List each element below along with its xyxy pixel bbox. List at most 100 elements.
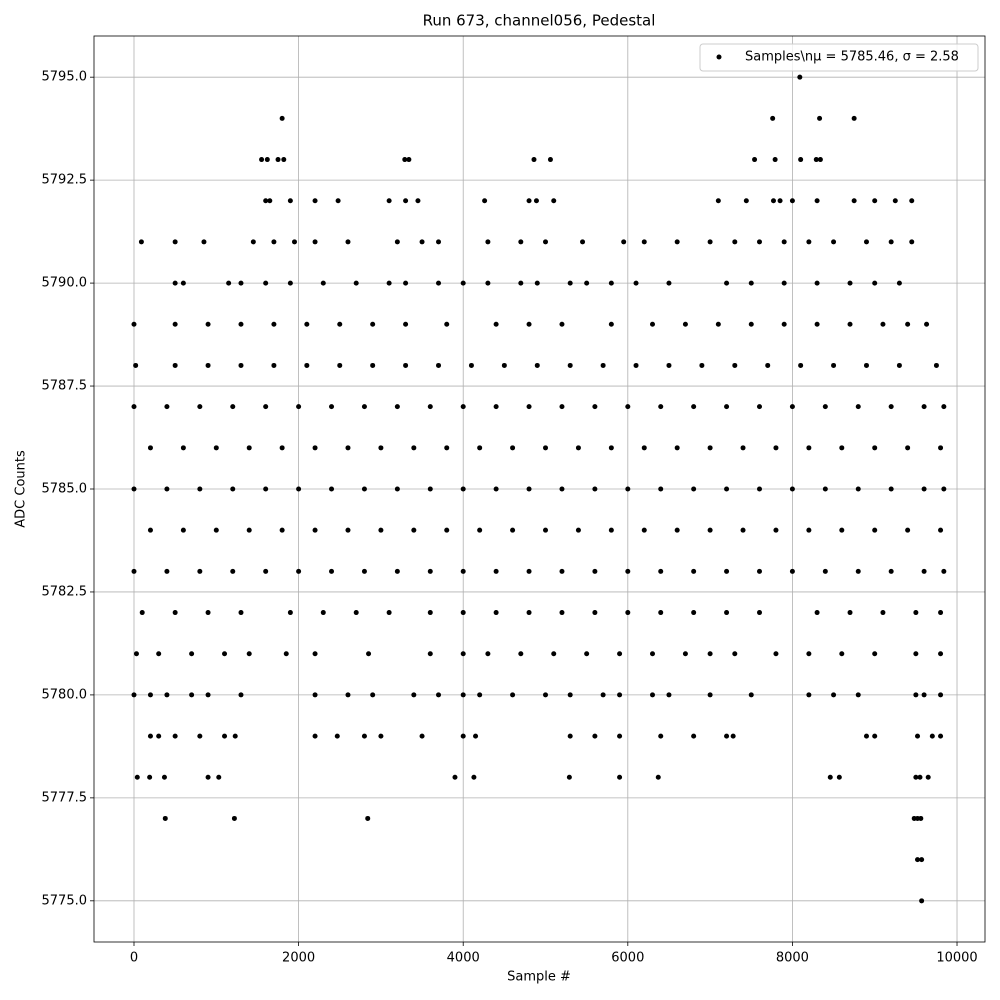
data-point	[312, 692, 318, 698]
data-point	[748, 321, 754, 327]
data-point	[781, 280, 787, 286]
data-point	[650, 692, 656, 698]
data-point	[913, 774, 919, 780]
data-point	[201, 239, 207, 245]
data-point	[378, 527, 384, 533]
data-point	[156, 651, 162, 657]
data-point	[131, 568, 137, 574]
data-point	[361, 568, 367, 574]
data-point	[230, 568, 236, 574]
data-point	[436, 280, 442, 286]
data-point	[493, 404, 499, 410]
x-axis-label: Sample #	[507, 970, 571, 985]
data-point	[133, 651, 139, 657]
data-point	[822, 404, 828, 410]
data-point	[345, 445, 351, 451]
data-point	[921, 404, 927, 410]
data-point	[863, 239, 869, 245]
data-point	[817, 115, 823, 121]
data-point	[707, 239, 713, 245]
data-point	[919, 857, 925, 863]
data-point	[534, 362, 540, 368]
data-point	[896, 362, 902, 368]
data-point	[427, 568, 433, 574]
data-point	[880, 321, 886, 327]
data-point	[666, 692, 672, 698]
data-point	[699, 362, 705, 368]
data-point	[147, 445, 153, 451]
x-tick-label: 10000	[936, 951, 977, 966]
grid	[94, 36, 985, 942]
data-point	[164, 404, 170, 410]
data-point	[275, 157, 281, 163]
data-point	[600, 692, 606, 698]
data-point	[543, 527, 549, 533]
y-tick-label: 5790.0	[42, 276, 88, 291]
data-point	[592, 404, 598, 410]
data-point	[658, 486, 664, 492]
data-point	[518, 280, 524, 286]
data-point	[263, 280, 269, 286]
data-point	[378, 445, 384, 451]
data-point	[510, 445, 516, 451]
data-point	[888, 404, 894, 410]
data-point	[189, 651, 195, 657]
data-point	[863, 362, 869, 368]
data-point	[851, 198, 857, 204]
y-axis-label: ADC Counts	[14, 450, 29, 528]
data-point	[831, 239, 837, 245]
data-point	[337, 321, 343, 327]
data-point	[724, 610, 730, 616]
data-point	[789, 486, 795, 492]
data-point	[460, 568, 466, 574]
data-point	[921, 486, 927, 492]
data-point	[172, 362, 178, 368]
data-point	[822, 568, 828, 574]
data-point	[526, 486, 532, 492]
data-point	[238, 280, 244, 286]
data-point	[312, 651, 318, 657]
data-point	[386, 610, 392, 616]
data-point	[559, 321, 565, 327]
data-point	[905, 527, 911, 533]
data-point	[329, 404, 335, 410]
data-point	[855, 404, 861, 410]
data-point	[814, 198, 820, 204]
data-point	[162, 815, 168, 821]
data-point	[427, 404, 433, 410]
data-point	[888, 568, 894, 574]
data-point	[872, 280, 878, 286]
data-point	[518, 651, 524, 657]
data-point	[291, 239, 297, 245]
data-point	[580, 239, 586, 245]
data-point	[872, 527, 878, 533]
data-point	[131, 692, 137, 698]
data-point	[172, 280, 178, 286]
legend-label: Samples\nμ = 5785.46, σ = 2.58	[745, 50, 959, 65]
data-point	[353, 610, 359, 616]
data-point	[888, 486, 894, 492]
data-point	[334, 733, 340, 739]
data-point	[798, 362, 804, 368]
data-point	[312, 198, 318, 204]
y-tick-label: 5795.0	[42, 70, 88, 85]
data-point	[748, 280, 754, 286]
data-point	[938, 527, 944, 533]
data-point	[361, 404, 367, 410]
data-point	[641, 445, 647, 451]
data-point	[641, 239, 647, 245]
data-point	[666, 362, 672, 368]
data-point	[707, 692, 713, 698]
data-point	[724, 280, 730, 286]
data-point	[156, 733, 162, 739]
data-point	[621, 239, 627, 245]
data-point	[283, 651, 289, 657]
data-point	[460, 692, 466, 698]
data-point	[378, 733, 384, 739]
data-point	[452, 774, 458, 780]
data-point	[436, 362, 442, 368]
data-point	[905, 445, 911, 451]
data-point	[172, 610, 178, 616]
data-point	[205, 321, 211, 327]
